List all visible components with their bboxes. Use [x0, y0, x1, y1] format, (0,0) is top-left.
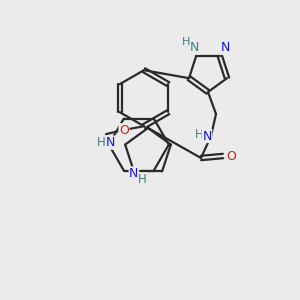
Text: N: N [129, 167, 139, 180]
Text: H: H [182, 37, 190, 47]
Text: H: H [137, 173, 146, 186]
Text: N: N [190, 41, 199, 54]
Text: H: H [97, 136, 105, 149]
Text: N: N [106, 136, 116, 149]
Text: N: N [221, 41, 230, 54]
Text: H: H [195, 128, 203, 140]
Text: O: O [119, 124, 129, 137]
Text: N: N [202, 130, 212, 142]
Text: O: O [226, 149, 236, 163]
